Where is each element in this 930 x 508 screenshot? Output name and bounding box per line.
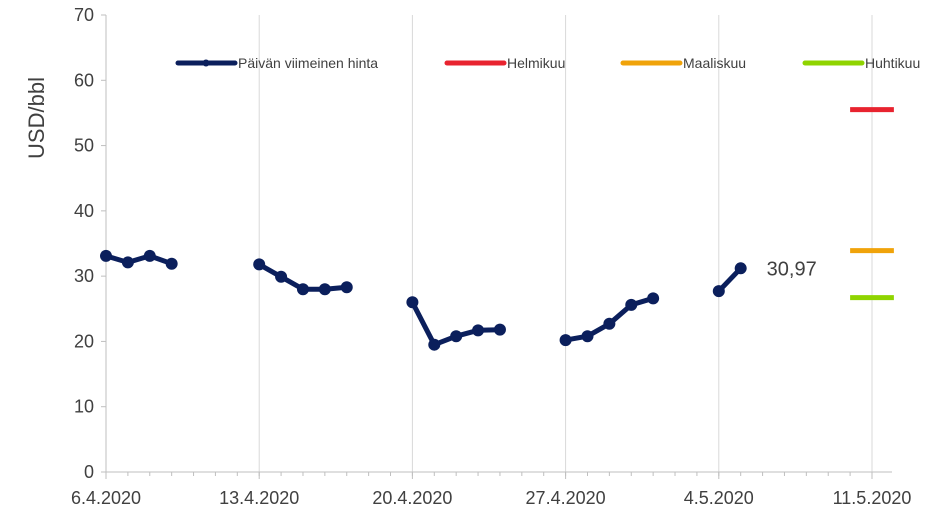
price-point xyxy=(625,298,638,311)
legend-label-3: Huhtikuu xyxy=(865,55,920,71)
price-point xyxy=(734,262,747,275)
vertical-gridlines xyxy=(105,15,873,472)
x-tick-labels: 6.4.2020 13.4.2020 20.4.2020 27.4.2020 4.5.2… xyxy=(71,488,911,508)
annotations: 30,97 xyxy=(767,258,817,280)
y-tick-label: 50 xyxy=(74,136,94,156)
price-point xyxy=(603,317,616,330)
series-lines xyxy=(103,107,894,348)
y-axis-label: USD/bbl xyxy=(24,77,49,159)
price-point xyxy=(712,285,725,298)
x-tick-label: 6.4.2020 xyxy=(71,488,141,508)
y-tick-label: 60 xyxy=(74,70,94,90)
x-tick-label: 27.4.2020 xyxy=(526,488,606,508)
legend-label-2: Maaliskuu xyxy=(683,55,746,71)
y-tick-label: 0 xyxy=(84,462,94,482)
price-point xyxy=(143,249,156,262)
y-tick-label: 30 xyxy=(74,266,94,286)
price-point xyxy=(559,334,572,347)
price-point xyxy=(318,283,331,296)
x-tick-label: 11.5.2020 xyxy=(833,488,912,508)
legend: Päivän viimeinen hinta Helmikuu Maaliskuu H… xyxy=(175,55,920,71)
price-line-segment-0 xyxy=(103,253,175,267)
y-tick-label: 20 xyxy=(74,331,94,351)
price-point xyxy=(296,283,309,296)
series-points xyxy=(100,249,747,351)
price-point xyxy=(581,330,594,343)
price-point xyxy=(406,296,419,309)
axes xyxy=(101,14,892,479)
legend-label-0: Päivän viimeinen hinta xyxy=(238,55,378,71)
value-annotation-0: 30,97 xyxy=(767,258,817,280)
price-point xyxy=(100,249,112,262)
legend-marker-0 xyxy=(202,59,210,67)
price-point xyxy=(472,324,485,337)
price-point xyxy=(493,323,506,336)
price-point xyxy=(340,281,353,294)
price-point xyxy=(253,258,266,271)
price-point xyxy=(275,270,288,283)
price-point xyxy=(428,338,441,351)
x-tick-label: 4.5.2020 xyxy=(684,488,754,508)
price-point xyxy=(450,330,463,343)
y-tick-labels: 0 10 20 30 40 50 60 70 xyxy=(74,5,94,482)
price-point xyxy=(647,292,660,305)
x-tick-label: 20.4.2020 xyxy=(372,488,452,508)
y-tick-label: 10 xyxy=(74,397,94,417)
y-tick-label: 40 xyxy=(74,201,94,221)
price-point xyxy=(165,257,178,270)
y-tick-label: 70 xyxy=(74,5,94,25)
price-point xyxy=(121,256,134,269)
x-tick-label: 13.4.2020 xyxy=(219,488,299,508)
legend-label-1: Helmikuu xyxy=(507,55,565,71)
